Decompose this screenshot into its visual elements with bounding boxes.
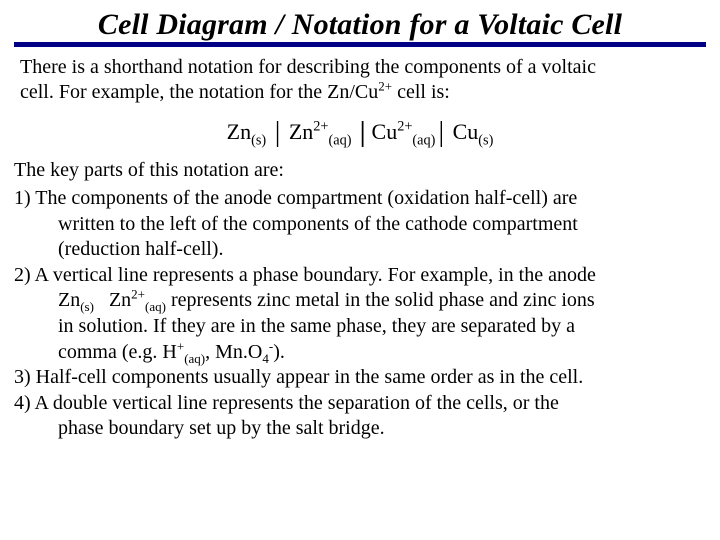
- p1-line1: 1) The components of the anode compartme…: [14, 187, 577, 209]
- p1-line2: written to the left of the components of…: [46, 212, 706, 238]
- p2b-s: (s): [80, 299, 94, 314]
- intro-line-2b: cell is:: [392, 81, 450, 103]
- sub-aq: (aq): [328, 132, 351, 148]
- p2-line4: comma (e.g. H+(aq), Mn.O4-).: [46, 340, 706, 366]
- point-4: 4) A double vertical line represents the…: [14, 391, 706, 442]
- key-parts-intro: The key parts of this notation are:: [14, 159, 706, 182]
- p2-line3: in solution. If they are in the same pha…: [46, 314, 706, 340]
- salt-bridge-bar: ||: [357, 117, 360, 148]
- zn-solid: Zn(s): [227, 119, 267, 144]
- cell-notation: Zn(s) | Zn2+(aq) || Cu2+(aq)| Cu(s): [14, 115, 706, 147]
- cu2: Cu: [453, 119, 479, 144]
- p2b-zn2: Zn: [94, 289, 131, 311]
- p2d-pre: comma (e.g. H: [58, 341, 177, 363]
- zn2: Zn: [289, 119, 313, 144]
- p4-line2: phase boundary set up by the salt bridge…: [46, 416, 706, 442]
- sub-aq-b: (aq): [412, 132, 435, 148]
- phase-bar-1: |: [272, 117, 284, 148]
- point-1: 1) The components of the anode compartme…: [14, 186, 706, 263]
- p2d-aq: (aq): [184, 351, 205, 366]
- intro-text: There is a shorthand notation for descri…: [14, 55, 706, 105]
- zn-ion: Zn2+(aq): [289, 119, 352, 144]
- cu-ion: Cu2+(aq): [372, 119, 436, 144]
- p2b-rest: represents zinc metal in the solid phase…: [166, 289, 595, 311]
- point-2: 2) A vertical line represents a phase bo…: [14, 263, 706, 365]
- p2-line1: 2) A vertical line represents a phase bo…: [14, 264, 596, 286]
- intro-line-1: There is a shorthand notation for descri…: [20, 56, 596, 78]
- sub-s-b: (s): [478, 132, 493, 148]
- sup-2plus-b: 2+: [397, 119, 412, 135]
- p4-line1: 4) A double vertical line represents the…: [14, 392, 559, 414]
- cu-solid: Cu(s): [453, 119, 494, 144]
- zn: Zn: [227, 119, 251, 144]
- intro-line-2a: cell. For example, the notation for the …: [20, 81, 378, 103]
- p2b-sup: 2+: [131, 287, 145, 302]
- p2-line2: Zn(s) Zn2+(aq) represents zinc metal in …: [46, 288, 706, 314]
- p1-line3: (reduction half-cell).: [46, 237, 706, 263]
- page-title: Cell Diagram / Notation for a Voltaic Ce…: [42, 8, 678, 42]
- title-rule: Cell Diagram / Notation for a Voltaic Ce…: [14, 8, 706, 47]
- p2d-mid: , Mn.O: [205, 341, 262, 363]
- sup-2plus: 2+: [313, 119, 328, 135]
- cu: Cu: [372, 119, 398, 144]
- p3-line: 3) Half-cell components usually appear i…: [14, 366, 583, 388]
- intro-sup: 2+: [378, 78, 392, 93]
- p2b-zn: Zn: [58, 289, 80, 311]
- point-3: 3) Half-cell components usually appear i…: [14, 365, 706, 391]
- p2d-post: ).: [273, 341, 285, 363]
- p2b-aq: (aq): [145, 299, 166, 314]
- phase-bar-2: |: [435, 117, 447, 148]
- sub-s: (s): [251, 132, 266, 148]
